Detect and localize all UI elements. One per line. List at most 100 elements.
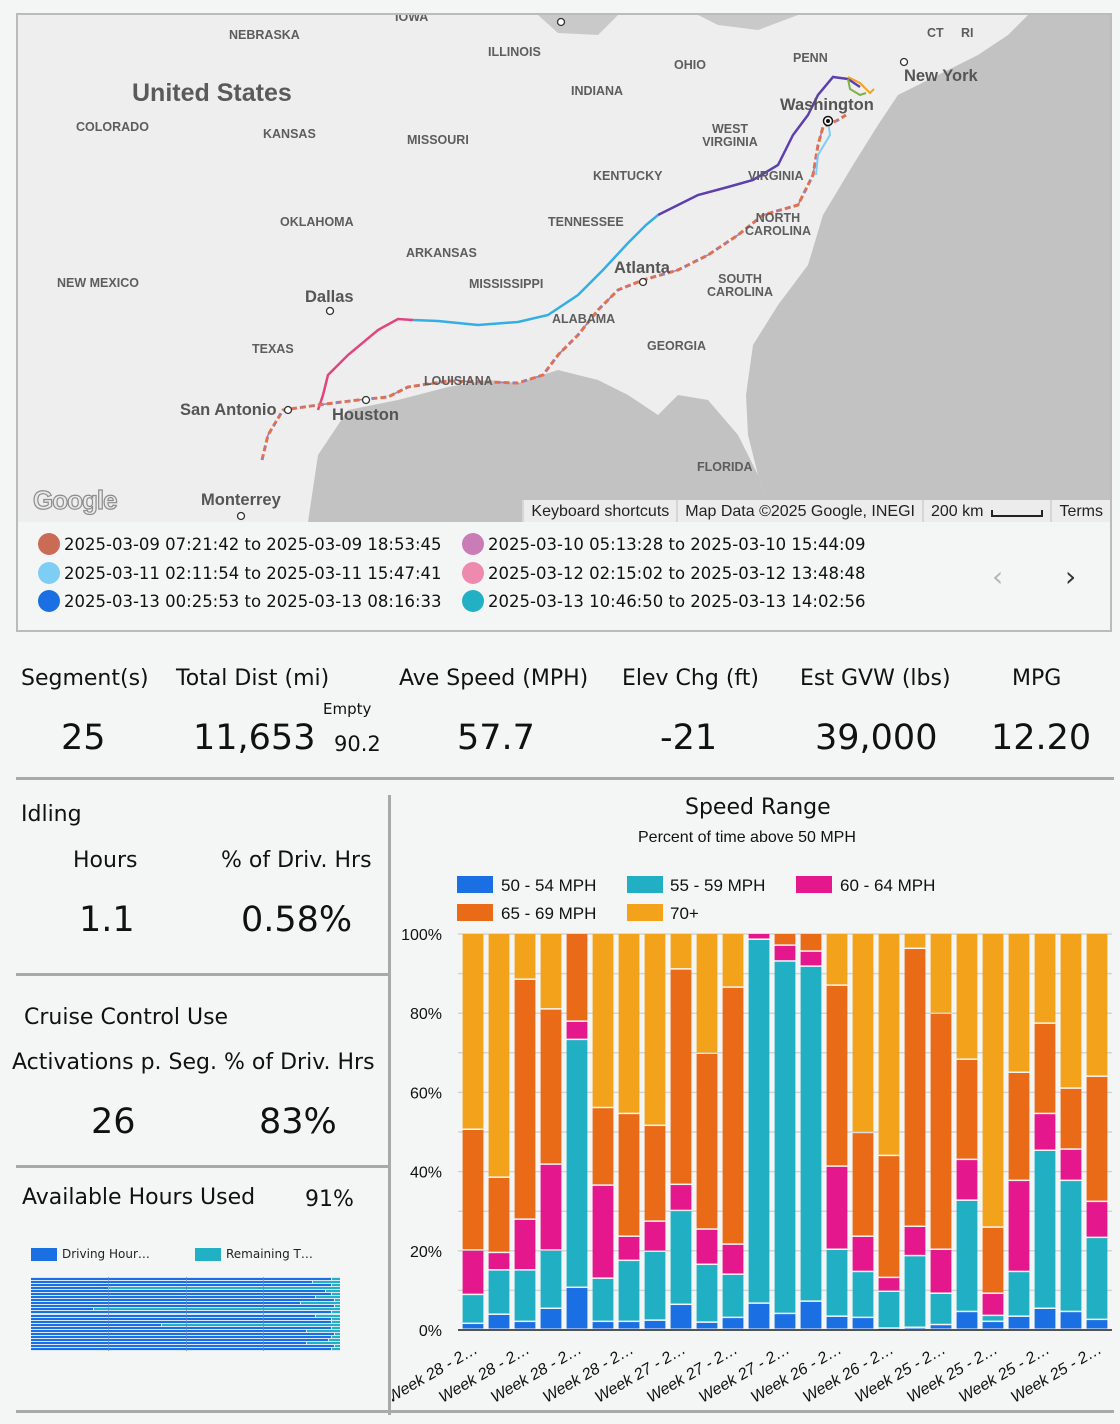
bar-segment[interactable]	[540, 1250, 562, 1308]
driving-hours-bar[interactable]	[31, 1329, 306, 1332]
bar-segment[interactable]	[488, 1177, 510, 1252]
driving-hours-bar[interactable]	[31, 1311, 331, 1314]
bar-segment[interactable]	[748, 1303, 770, 1329]
bar-segment[interactable]	[722, 934, 744, 987]
bar-segment[interactable]	[878, 934, 900, 1155]
bar-segment[interactable]	[800, 934, 822, 951]
bar-segment[interactable]	[540, 1164, 562, 1250]
remaining-time-bar[interactable]	[93, 1308, 340, 1311]
bar-segment[interactable]	[878, 1278, 900, 1291]
remaining-time-bar[interactable]	[331, 1336, 340, 1339]
bar-segment[interactable]	[904, 1328, 926, 1329]
bar-segment[interactable]	[1060, 1312, 1082, 1329]
driving-hours-bar[interactable]	[31, 1333, 334, 1335]
city-marker-dallas[interactable]	[325, 306, 335, 316]
bar-segment[interactable]	[956, 934, 978, 1059]
bar-segment[interactable]	[1034, 1023, 1056, 1113]
remaining-time-bar[interactable]	[334, 1299, 340, 1302]
bar-segment[interactable]	[462, 1250, 484, 1294]
bar-segment[interactable]	[930, 1293, 952, 1324]
driving-hours-bar[interactable]	[31, 1317, 331, 1320]
remaining-time-bar[interactable]	[316, 1296, 340, 1298]
bar-segment[interactable]	[670, 934, 692, 969]
driving-hours-bar[interactable]	[31, 1342, 306, 1345]
driving-hours-bar[interactable]	[31, 1323, 161, 1326]
route-legend-item[interactable]: 2025-03-13 10:46:50 to 2025-03-13 14:02:…	[462, 590, 866, 612]
driving-hours-bar[interactable]	[31, 1326, 331, 1329]
bar-segment[interactable]	[774, 945, 796, 961]
bar-segment[interactable]	[1034, 1151, 1056, 1308]
google-logo[interactable]: Google	[32, 484, 118, 515]
bar-segment[interactable]	[878, 1156, 900, 1277]
remaining-time-bar[interactable]	[307, 1329, 340, 1332]
bar-segment[interactable]	[982, 1293, 1004, 1315]
bar-segment[interactable]	[488, 1253, 510, 1270]
bar-segment[interactable]	[826, 1250, 848, 1316]
bar-segment[interactable]	[1060, 1181, 1082, 1311]
remaining-time-bar[interactable]	[307, 1342, 340, 1345]
driving-hours-bar[interactable]	[31, 1277, 331, 1280]
bar-segment[interactable]	[540, 1309, 562, 1329]
bar-segment[interactable]	[696, 1053, 718, 1229]
bar-segment[interactable]	[696, 1229, 718, 1264]
route-legend-item[interactable]: 2025-03-11 02:11:54 to 2025-03-11 15:47:…	[38, 562, 442, 584]
bar-segment[interactable]	[956, 1200, 978, 1311]
bar-segment[interactable]	[826, 934, 848, 985]
legend-prev-button[interactable]: ‹	[992, 563, 1003, 591]
remaining-time-bar[interactable]	[325, 1289, 340, 1292]
driving-hours-bar[interactable]	[31, 1299, 334, 1302]
route-legend-item[interactable]: 2025-03-13 00:25:53 to 2025-03-13 08:16:…	[38, 590, 442, 612]
bar-segment[interactable]	[826, 1166, 848, 1249]
driving-hours-bar[interactable]	[31, 1308, 93, 1311]
bar-segment[interactable]	[956, 1160, 978, 1200]
bar-segment[interactable]	[774, 1314, 796, 1329]
remaining-time-bar[interactable]	[316, 1314, 340, 1317]
remaining-time-bar[interactable]	[331, 1277, 340, 1280]
bar-segment[interactable]	[592, 1185, 614, 1278]
bar-segment[interactable]	[592, 1108, 614, 1185]
keyboard-shortcuts-link[interactable]: Keyboard shortcuts	[522, 500, 677, 522]
bar-segment[interactable]	[982, 1322, 1004, 1329]
bar-segment[interactable]	[592, 1278, 614, 1321]
remaining-time-bar[interactable]	[313, 1280, 340, 1283]
driving-hours-bar[interactable]	[31, 1302, 300, 1305]
bar-segment[interactable]	[826, 1316, 848, 1329]
bar-segment[interactable]	[1060, 1088, 1082, 1149]
remaining-time-bar[interactable]	[331, 1292, 340, 1295]
bar-segment[interactable]	[1008, 1316, 1030, 1329]
bar-segment[interactable]	[488, 934, 510, 1177]
legend-label-65-69[interactable]: 65 - 69 MPH	[501, 904, 597, 923]
bar-segment[interactable]	[462, 1295, 484, 1323]
bar-segment[interactable]	[670, 1211, 692, 1304]
remaining-time-bar[interactable]	[331, 1317, 340, 1320]
bar-segment[interactable]	[1008, 1072, 1030, 1180]
bar-segment[interactable]	[904, 949, 926, 1226]
legend-next-button[interactable]: ›	[1065, 563, 1076, 591]
driving-hours-bar[interactable]	[31, 1286, 109, 1289]
driving-hours-bar[interactable]	[31, 1283, 331, 1286]
city-marker-houston[interactable]	[361, 395, 371, 405]
driving-hours-legend[interactable]: Driving Hour…	[62, 1247, 150, 1261]
city-marker-chicago[interactable]	[556, 17, 566, 27]
bar-segment[interactable]	[800, 1301, 822, 1329]
legend-label-60-64[interactable]: 60 - 64 MPH	[840, 876, 936, 895]
bar-segment[interactable]	[930, 1250, 952, 1293]
bar-segment[interactable]	[852, 1236, 874, 1271]
city-marker-san-antonio[interactable]	[283, 405, 293, 415]
bar-segment[interactable]	[696, 934, 718, 1053]
bar-segment[interactable]	[722, 1244, 744, 1274]
bar-segment[interactable]	[488, 1270, 510, 1314]
remaining-time-bar[interactable]	[331, 1320, 340, 1323]
bar-segment[interactable]	[696, 1265, 718, 1322]
remaining-time-bar[interactable]	[331, 1348, 340, 1351]
bar-segment[interactable]	[670, 1185, 692, 1210]
bar-segment[interactable]	[514, 934, 536, 979]
bar-segment[interactable]	[644, 1221, 666, 1251]
bar-segment[interactable]	[540, 1009, 562, 1164]
bar-segment[interactable]	[722, 1274, 744, 1317]
bar-segment[interactable]	[1034, 1114, 1056, 1150]
bar-segment[interactable]	[1034, 934, 1056, 1023]
driving-hours-bar[interactable]	[31, 1314, 316, 1317]
map-scale[interactable]: 200 km	[921, 500, 1051, 522]
driving-hours-bar[interactable]	[31, 1296, 316, 1298]
